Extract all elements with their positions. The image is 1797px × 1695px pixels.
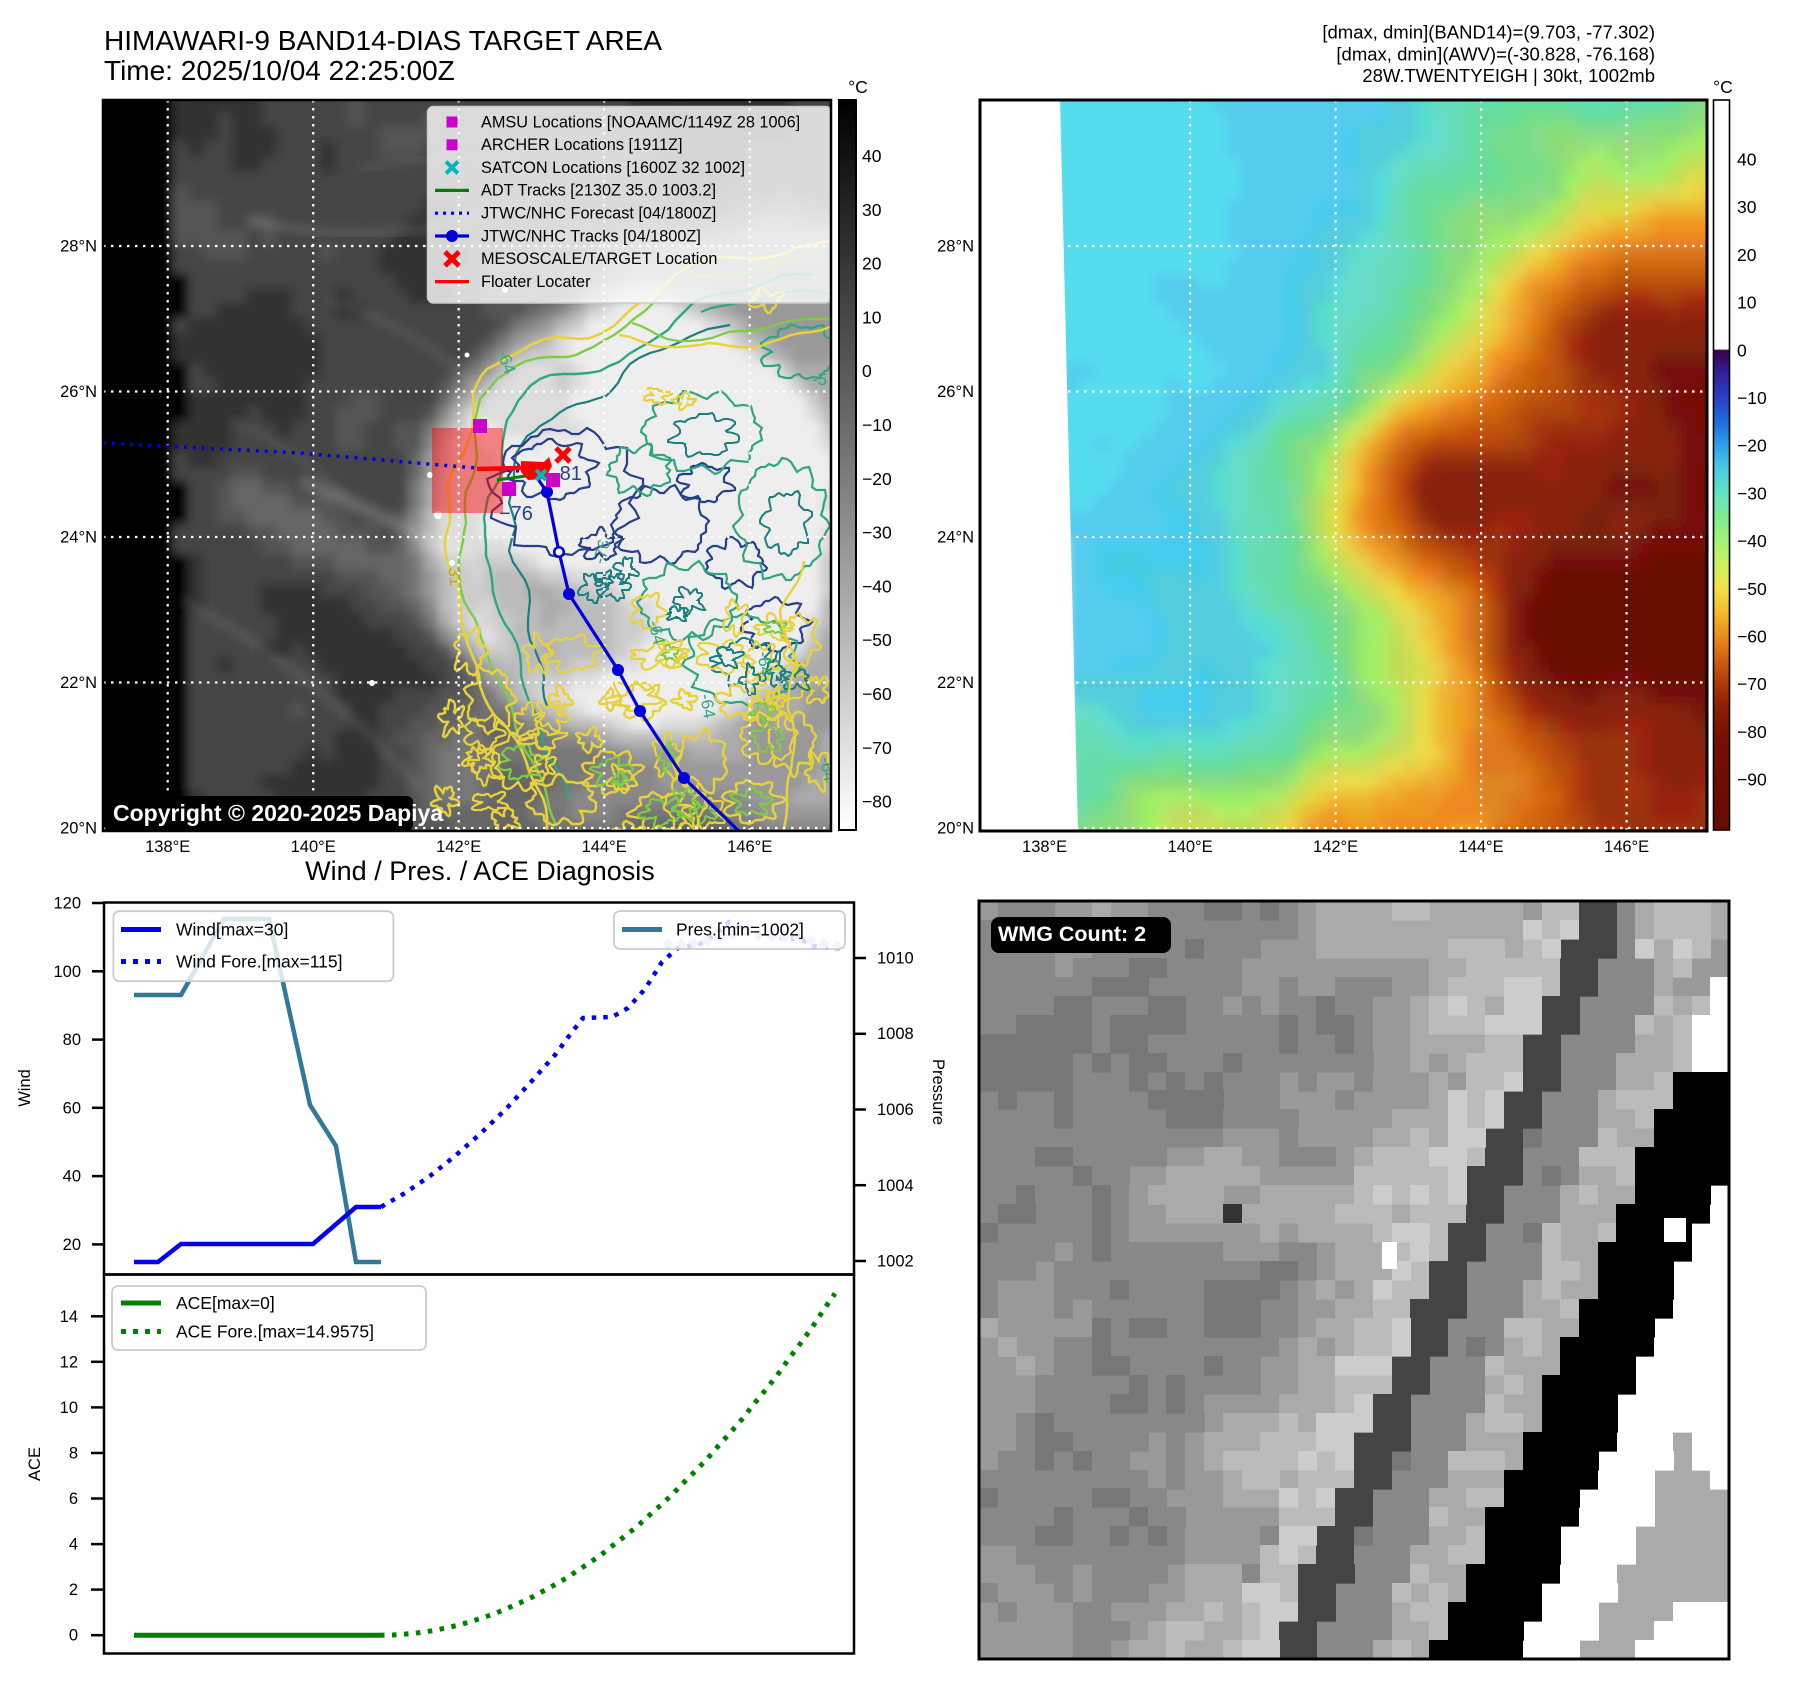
svg-text:−90: −90	[1737, 770, 1767, 790]
svg-text:1002: 1002	[877, 1253, 914, 1271]
svg-text:1010: 1010	[877, 950, 914, 968]
svg-text:Wind: Wind	[16, 1069, 34, 1107]
svg-text:0: 0	[862, 361, 872, 381]
svg-text:12: 12	[60, 1353, 78, 1371]
svg-text:-64: -64	[816, 755, 839, 783]
svg-text:−70: −70	[1737, 674, 1767, 694]
svg-text:26°N: 26°N	[60, 383, 97, 401]
svg-text:40: 40	[862, 146, 882, 166]
svg-text:ACE: ACE	[26, 1447, 44, 1481]
svg-text:28W.TWENTYEIGH | 30kt, 1002mb: 28W.TWENTYEIGH | 30kt, 1002mb	[1362, 65, 1655, 86]
svg-text:−40: −40	[1737, 531, 1767, 551]
svg-text:10: 10	[862, 307, 882, 327]
svg-text:−70: −70	[862, 738, 892, 758]
svg-text:80: 80	[63, 1031, 81, 1049]
svg-text:60: 60	[63, 1099, 81, 1117]
svg-text:1008: 1008	[877, 1025, 914, 1043]
svg-text:138°E: 138°E	[145, 838, 190, 856]
svg-text:ACE[max=0]: ACE[max=0]	[176, 1293, 275, 1313]
svg-text:Pres.[min=1002]: Pres.[min=1002]	[676, 920, 804, 940]
svg-text:24°N: 24°N	[60, 529, 97, 547]
svg-text:−80: −80	[1737, 722, 1767, 742]
svg-text:20°N: 20°N	[60, 820, 97, 838]
svg-text:10: 10	[60, 1399, 78, 1417]
svg-text:ACE Fore.[max=14.9575]: ACE Fore.[max=14.9575]	[176, 1322, 374, 1342]
svg-text:22°N: 22°N	[60, 674, 97, 692]
svg-text:Copyright © 2020-2025 Dapiya: Copyright © 2020-2025 Dapiya	[113, 800, 443, 826]
svg-text:−10: −10	[862, 415, 892, 435]
svg-text:AMSU Locations [NOAAMC/1149Z 2: AMSU Locations [NOAAMC/1149Z 28 1006]	[481, 113, 800, 131]
svg-text:40: 40	[1737, 150, 1757, 170]
svg-text:1004: 1004	[877, 1177, 914, 1195]
svg-text:20: 20	[63, 1236, 81, 1254]
svg-text:-81: -81	[553, 463, 582, 485]
svg-text:−40: −40	[862, 576, 892, 596]
svg-text:22°N: 22°N	[937, 674, 974, 692]
svg-text:4: 4	[69, 1536, 78, 1554]
svg-text:100: 100	[53, 963, 81, 981]
svg-text:10: 10	[1737, 293, 1757, 313]
svg-text:146°E: 146°E	[727, 838, 772, 856]
svg-text:28°N: 28°N	[60, 238, 97, 256]
svg-text:−50: −50	[862, 630, 892, 650]
svg-text:Pressure: Pressure	[929, 1059, 947, 1125]
svg-text:−50: −50	[1737, 579, 1767, 599]
svg-text:144°E: 144°E	[582, 838, 627, 856]
svg-text:8: 8	[69, 1445, 78, 1463]
svg-text:[dmax, dmin](BAND14)=(9.703, -: [dmax, dmin](BAND14)=(9.703, -77.302)	[1322, 22, 1655, 43]
svg-text:SATCON Locations [1600Z 32 100: SATCON Locations [1600Z 32 1002]	[481, 159, 745, 177]
svg-text:20°N: 20°N	[937, 820, 974, 838]
svg-text:30: 30	[862, 200, 882, 220]
svg-text:MESOSCALE/TARGET Location: MESOSCALE/TARGET Location	[481, 250, 717, 268]
svg-text:−20: −20	[1737, 436, 1767, 456]
svg-text:6: 6	[69, 1490, 78, 1508]
svg-text:142°E: 142°E	[1313, 838, 1358, 856]
svg-text:ARCHER Locations [1911Z]: ARCHER Locations [1911Z]	[481, 136, 683, 154]
svg-text:146°E: 146°E	[1604, 838, 1649, 856]
svg-text:Wind[max=30]: Wind[max=30]	[176, 920, 288, 940]
svg-text:28°N: 28°N	[937, 238, 974, 256]
svg-text:24°N: 24°N	[937, 529, 974, 547]
svg-text:JTWC/NHC Forecast [04/1800Z]: JTWC/NHC Forecast [04/1800Z]	[481, 205, 716, 223]
svg-text:2: 2	[69, 1581, 78, 1599]
svg-text:°C: °C	[1713, 77, 1733, 97]
svg-text:WMG Count: 2: WMG Count: 2	[998, 922, 1146, 946]
svg-text:1006: 1006	[877, 1101, 914, 1119]
svg-text:20: 20	[862, 254, 882, 274]
svg-text:−30: −30	[862, 523, 892, 543]
svg-text:20: 20	[1737, 245, 1757, 265]
svg-text:0: 0	[1737, 340, 1747, 360]
svg-text:-64: -64	[696, 692, 719, 720]
svg-text:−60: −60	[862, 684, 892, 704]
svg-text:40: 40	[63, 1168, 81, 1186]
svg-text:120: 120	[53, 895, 81, 913]
svg-text:138°E: 138°E	[1022, 838, 1067, 856]
svg-text:−76: −76	[499, 503, 533, 525]
svg-text:Wind / Pres. / ACE Diagnosis: Wind / Pres. / ACE Diagnosis	[305, 856, 655, 886]
svg-text:Wind Fore.[max=115]: Wind Fore.[max=115]	[176, 952, 342, 972]
svg-text:HIMAWARI-9 BAND14-DIAS TARGET: HIMAWARI-9 BAND14-DIAS TARGET AREA	[104, 25, 662, 56]
svg-text:142°E: 142°E	[436, 838, 481, 856]
svg-text:14: 14	[60, 1308, 78, 1326]
svg-text:26°N: 26°N	[937, 383, 974, 401]
svg-text:Time: 2025/10/04 22:25:00Z: Time: 2025/10/04 22:25:00Z	[104, 55, 455, 86]
svg-text:−80: −80	[862, 792, 892, 812]
svg-text:°C: °C	[848, 77, 868, 97]
svg-text:-64: -64	[754, 651, 775, 677]
svg-text:−20: −20	[862, 469, 892, 489]
svg-text:−10: −10	[1737, 388, 1767, 408]
svg-text:30: 30	[1737, 197, 1757, 217]
svg-text:−30: −30	[1737, 483, 1767, 503]
svg-text:ADT Tracks [2130Z 35.0 1003.2]: ADT Tracks [2130Z 35.0 1003.2]	[481, 182, 716, 200]
svg-text:JTWC/NHC Tracks [04/1800Z]: JTWC/NHC Tracks [04/1800Z]	[481, 227, 701, 245]
svg-text:0: 0	[69, 1627, 78, 1645]
svg-text:-5: -5	[812, 370, 827, 389]
svg-text:140°E: 140°E	[291, 838, 336, 856]
svg-text:[dmax, dmin](AWV)=(-30.828, -7: [dmax, dmin](AWV)=(-30.828, -76.168)	[1336, 43, 1655, 64]
svg-text:144°E: 144°E	[1459, 838, 1504, 856]
svg-text:-31: -31	[444, 561, 465, 587]
svg-text:−60: −60	[1737, 627, 1767, 647]
svg-text:140°E: 140°E	[1168, 838, 1213, 856]
svg-text:Floater Locater: Floater Locater	[481, 273, 591, 291]
